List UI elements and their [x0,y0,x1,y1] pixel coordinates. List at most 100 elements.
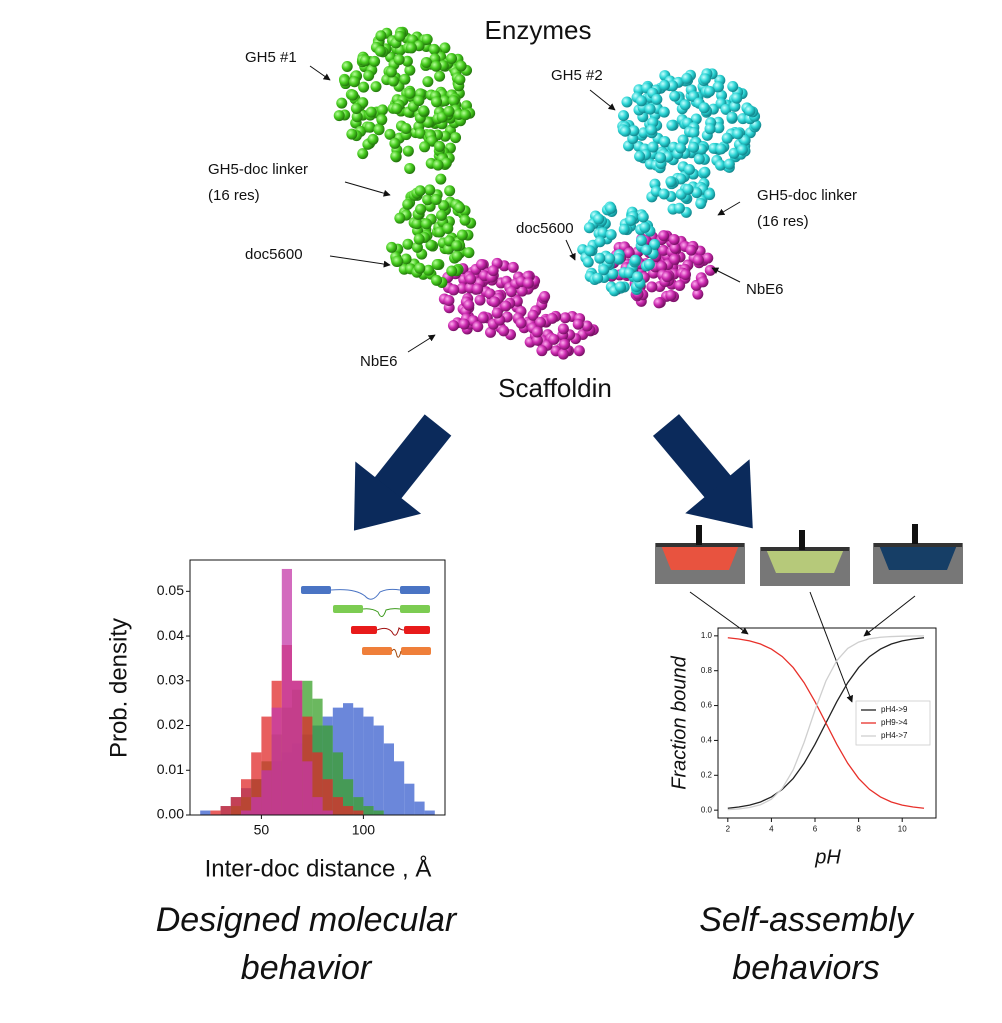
sphere [454,74,466,86]
sphere [647,141,659,153]
sphere [623,267,635,279]
sphere [557,348,569,360]
sphere [713,122,725,134]
y-axis-label: Fraction bound [668,655,690,789]
sphere [559,312,571,324]
sphere [465,273,477,285]
sphere [729,100,741,112]
hist-bar [261,770,272,815]
linker-right-label: (16 res) [757,213,809,230]
sphere [436,209,448,221]
sphere [618,223,630,235]
sphere [692,288,704,300]
sphere [618,110,630,122]
sphere [432,159,444,171]
sphere [688,141,700,153]
sphere [369,55,381,67]
sphere [422,194,434,206]
hist-bar [394,761,405,815]
x-axis-label: pH [814,846,841,868]
sphere [641,244,653,256]
sphere [390,150,402,162]
sphere [581,320,593,332]
sphere [639,221,651,233]
y-tick-label: 1.0 [701,631,713,640]
sphere [474,294,486,306]
sphere [454,202,466,214]
x-tick-label: 2 [726,825,731,834]
sphere [360,54,372,66]
sphere [516,285,528,297]
sphere [413,95,425,107]
hist-bar [353,707,364,815]
sphere [658,244,670,256]
x-axis-label: Inter-doc distance , Å [205,854,432,882]
sphere [339,75,351,87]
sphere [632,271,644,283]
y-tick-label: 0.05 [157,582,184,598]
sphere [531,326,543,338]
sphere [414,185,426,197]
sphere [688,127,700,139]
sphere [667,80,679,92]
sphere [386,241,398,253]
line [727,637,925,809]
sphere [655,152,667,164]
sphere [659,135,671,147]
sphere [424,184,436,196]
caption: behavior [241,949,373,987]
hist-bar [312,752,323,815]
sphere [505,286,517,298]
sphere [658,106,670,118]
sphere [348,76,360,88]
linker-left-label: GH5-doc linker [208,161,308,178]
sphere [605,202,617,214]
hist-bar [353,797,364,815]
sphere [418,105,430,117]
pointer [717,201,741,216]
gh5-2-label: GH5 #2 [551,67,603,84]
sphere [484,288,496,300]
sphere [476,258,488,270]
pointer [863,595,916,637]
sphere [731,92,743,104]
sphere [651,93,663,105]
legend-label: pH4->9 [881,705,908,714]
sphere [402,198,414,210]
sphere [649,238,661,250]
sphere [546,312,558,324]
sphere [644,103,656,115]
molecule [333,26,762,360]
sphere [431,96,443,108]
hist-bar [404,783,415,815]
sphere [456,282,468,294]
sphere [658,230,670,242]
sphere [698,102,710,114]
pointer [589,89,616,111]
sphere [336,97,348,109]
hist-bar [322,779,333,815]
hist-bar [241,779,252,815]
sphere [448,284,460,296]
sphere [400,122,412,134]
big-arrow [652,414,753,529]
sphere [697,276,709,288]
y-tick-label: 0.6 [701,701,713,710]
line [727,635,925,811]
sphere [728,147,740,159]
sphere [438,200,450,212]
nbe6-right-label: NbE6 [746,281,784,298]
sphere [421,33,433,45]
sphere [498,325,510,337]
y-tick-label: 0.0 [701,805,713,814]
sphere [435,173,447,185]
sphere [422,116,434,128]
sphere [535,316,547,328]
sphere [507,261,519,273]
containers [655,524,963,703]
hist-bar [332,752,343,815]
container [873,524,963,584]
hist-bar [343,703,354,815]
sphere [612,253,624,265]
sphere [665,289,677,301]
